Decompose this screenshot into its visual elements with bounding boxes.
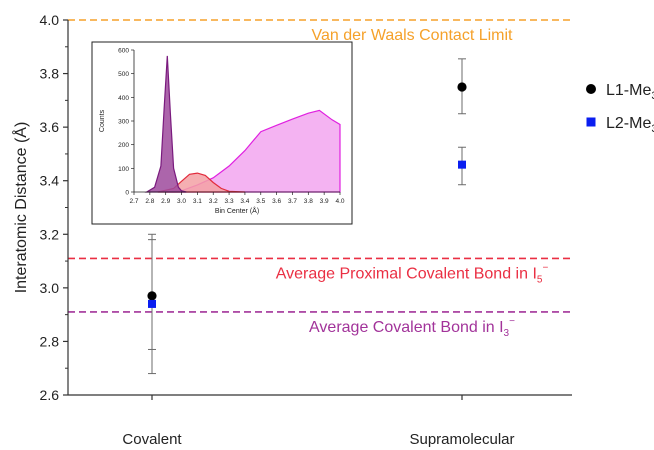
inset-x-tick-label: 3.8 — [304, 198, 313, 205]
x-category-label: Supramolecular — [409, 431, 514, 448]
inset-y-tick-label: 400 — [118, 95, 129, 102]
reference-line-label: Average Proximal Covalent Bond in I5− — [276, 262, 549, 285]
inset-y-tick-label: 300 — [118, 119, 129, 126]
data-point-circle — [147, 291, 157, 301]
x-category-label: Covalent — [122, 431, 182, 448]
y-tick-label: 3.0 — [40, 280, 60, 296]
data-point-square — [148, 299, 156, 308]
inset-x-tick-label: 3.3 — [225, 198, 234, 205]
main-axes: 2.6 2.8 3.0 3.2 3.4 3.6 3.8 4.0 Interatomic Dist… — [11, 12, 572, 448]
y-axis-title: Interatomic Distance (Å) — [11, 122, 30, 294]
y-tick-label: 2.8 — [40, 333, 60, 349]
data-point-circle — [457, 82, 467, 92]
inset-x-tick-label: 3.2 — [209, 198, 218, 205]
data-point-square — [458, 160, 466, 169]
inset-histogram: 0 100 200 300 400 500 600 2.7 2.8 2.9 3.0 3.1 3.2 3.3… — [91, 41, 353, 225]
inset-x-tick-label: 2.9 — [161, 198, 170, 205]
y-tick-label: 4.0 — [40, 12, 60, 28]
inset-x-tick-label: 3.5 — [256, 198, 265, 205]
reference-line-label: Van der Waals Contact Limit — [312, 27, 514, 44]
inset-x-tick-label: 4.0 — [335, 198, 344, 205]
inset-y-axis-title: Counts — [99, 109, 106, 132]
y-tick-label: 3.2 — [40, 226, 60, 242]
y-tick-label: 3.6 — [40, 119, 60, 135]
inset-x-axis-title: Bin Center (Å) — [215, 206, 259, 215]
legend-marker-square — [586, 117, 596, 127]
y-tick-label: 3.8 — [40, 66, 60, 82]
legend-label: L2-Me3 — [606, 115, 654, 135]
main-data-marks — [147, 58, 467, 375]
inset-x-tick-label: 3.0 — [177, 198, 186, 205]
inset-x-tick-label: 3.4 — [240, 198, 249, 205]
legend-label: L1-Me3 — [606, 82, 654, 102]
inset-y-tick-label: 0 — [125, 190, 129, 197]
legend: L1-Me3 L2-Me3 — [586, 82, 654, 135]
y-tick-label: 3.4 — [40, 173, 60, 189]
reference-line-label: Average Covalent Bond in I3− — [309, 316, 515, 339]
y-tick-label: 2.6 — [40, 387, 60, 403]
inset-y-tick-label: 600 — [118, 48, 129, 55]
inset-y-tick-label: 100 — [118, 166, 129, 173]
inset-x-tick-label: 3.1 — [193, 198, 202, 205]
inset-x-tick-label: 3.6 — [272, 198, 281, 205]
inset-x-tick-label: 3.7 — [288, 198, 297, 205]
inset-x-tick-label: 3.9 — [320, 198, 329, 205]
inset-x-tick-label: 2.8 — [145, 198, 154, 205]
inset-x-tick-label: 2.7 — [129, 198, 138, 205]
inset-y-tick-label: 200 — [118, 142, 129, 149]
inset-distribution-area — [144, 55, 187, 193]
inset-y-tick-label: 500 — [118, 71, 129, 78]
inset-distribution-area — [157, 172, 245, 193]
legend-marker-circle — [586, 84, 596, 94]
